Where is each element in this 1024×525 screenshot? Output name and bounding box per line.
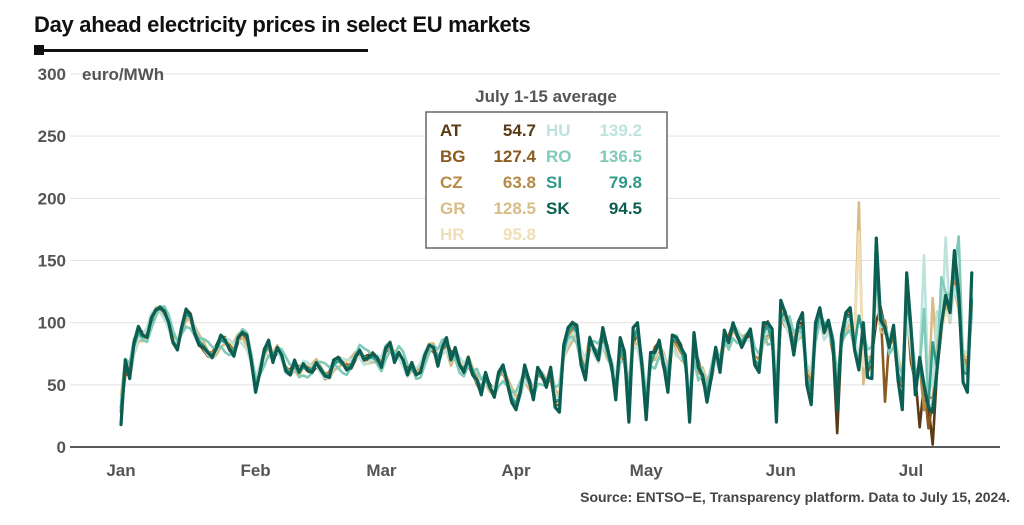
legend-name-bg: BG [440, 147, 466, 166]
legend-items: AT 54.7 BG 127.4 CZ 63.8 GR 128.5 HR 95.8 HU 139.2 R… [440, 121, 642, 244]
y-tick-label: 0 [57, 438, 66, 457]
y-axis: 0 50 100 150 200 250 300 [38, 65, 66, 457]
legend-name-sk: SK [546, 199, 570, 218]
legend-name-ro: RO [546, 147, 572, 166]
legend-name-hr: HR [440, 225, 465, 244]
y-tick-label: 50 [47, 376, 66, 395]
legend-value-hu: 139.2 [599, 121, 642, 140]
y-tick-label: 150 [38, 252, 66, 271]
legend-value-si: 79.8 [609, 173, 642, 192]
chart-title: Day ahead electricity prices in select E… [34, 12, 531, 37]
y-axis-label: euro/MWh [82, 65, 164, 84]
legend-value-bg: 127.4 [493, 147, 536, 166]
x-tick-label: Apr [501, 461, 531, 480]
x-tick-label: Jan [106, 461, 135, 480]
legend-name-hu: HU [546, 121, 571, 140]
x-tick-label: May [630, 461, 664, 480]
x-tick-label: Jun [766, 461, 796, 480]
legend-name-si: SI [546, 173, 562, 192]
legend-name-gr: GR [440, 199, 466, 218]
title-underline-marker [34, 45, 44, 55]
legend-value-ro: 136.5 [599, 147, 642, 166]
legend-name-at: AT [440, 121, 462, 140]
x-tick-label: Feb [240, 461, 270, 480]
title-underline [34, 49, 368, 52]
legend-value-sk: 94.5 [609, 199, 642, 218]
legend-title: July 1-15 average [475, 87, 617, 106]
legend: July 1-15 average AT 54.7 BG 127.4 CZ 63.8 GR 1… [425, 87, 668, 249]
legend-value-at: 54.7 [503, 121, 536, 140]
series-lines [119, 201, 974, 446]
y-tick-label: 100 [38, 314, 66, 333]
x-tick-label: Mar [366, 461, 397, 480]
chart-area: 0 50 100 150 200 250 300 Jan Feb Mar Apr May Jun Jul… [38, 65, 1000, 480]
legend-name-cz: CZ [440, 173, 463, 192]
y-tick-label: 200 [38, 189, 66, 208]
legend-value-cz: 63.8 [503, 173, 536, 192]
x-tick-label: Jul [899, 461, 924, 480]
legend-value-hr: 95.8 [503, 225, 536, 244]
series-line-sk [119, 236, 974, 427]
legend-box [425, 111, 668, 249]
source-note: Source: ENTSO−E, Transparency platform. … [580, 489, 1010, 505]
y-tick-label: 250 [38, 127, 66, 146]
y-tick-label: 300 [38, 65, 66, 84]
legend-value-gr: 128.5 [493, 199, 536, 218]
x-axis: Jan Feb Mar Apr May Jun Jul [106, 461, 923, 480]
